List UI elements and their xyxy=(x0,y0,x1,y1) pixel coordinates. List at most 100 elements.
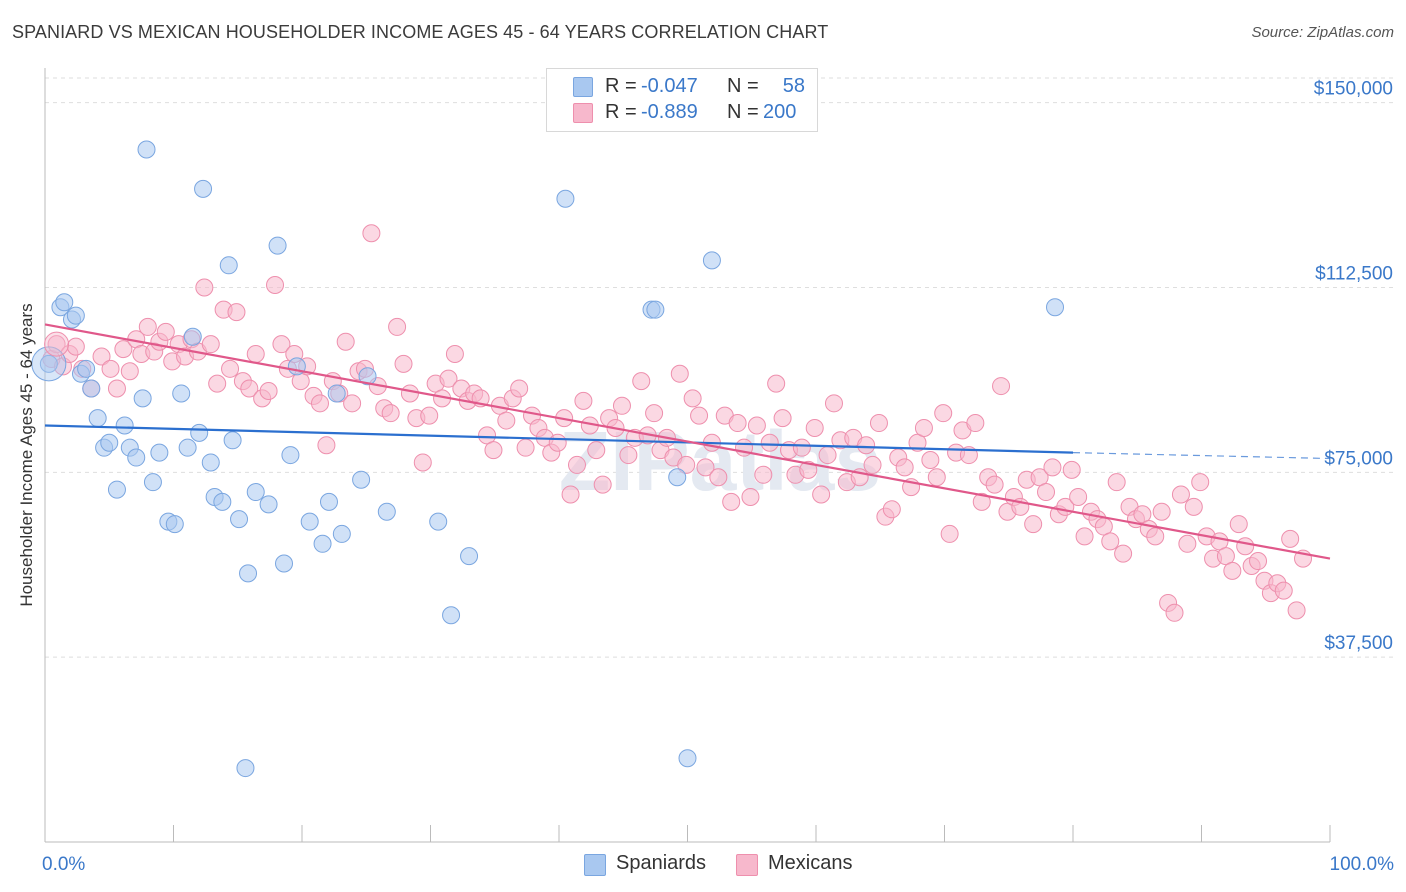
mexicans-point xyxy=(619,446,638,465)
mexicans-point xyxy=(805,418,824,437)
mexicans-point xyxy=(272,335,291,354)
axis-layer xyxy=(44,68,1331,843)
mexicans-point xyxy=(497,411,516,430)
spaniards-point-large xyxy=(31,346,67,382)
mexicans-point xyxy=(972,492,991,511)
chart-source: Source: ZipAtlas.com xyxy=(1251,24,1394,41)
spaniards-point xyxy=(150,443,169,462)
mexicans-point-large xyxy=(44,331,70,357)
bottom-legend-label: Mexicans xyxy=(768,852,853,874)
spaniards-point xyxy=(556,189,575,208)
spaniards-point xyxy=(230,510,249,529)
spaniards-point xyxy=(246,483,265,502)
mexicans-point xyxy=(1223,561,1242,580)
spaniards-point xyxy=(66,306,85,325)
mexicans-point xyxy=(587,441,606,460)
mexicans-point xyxy=(548,433,567,452)
mexicans-point xyxy=(208,374,227,393)
mexicans-point xyxy=(484,441,503,460)
spaniards-point xyxy=(239,564,258,583)
mexicans-point xyxy=(1037,483,1056,502)
mexicans-point xyxy=(767,374,786,393)
spaniards-point xyxy=(319,492,338,511)
mexicans-point xyxy=(362,224,381,243)
mexicans-point xyxy=(824,394,843,413)
spaniards-point xyxy=(213,492,232,511)
chart-title: SPANIARD VS MEXICAN HOUSEHOLDER INCOME A… xyxy=(12,22,829,42)
legend-r-label: R = xyxy=(605,101,637,123)
mexicans-point xyxy=(914,418,933,437)
mexicans-point xyxy=(567,455,586,474)
mexicans-point xyxy=(760,433,779,452)
mexicans-point xyxy=(1249,552,1268,571)
mexicans-point xyxy=(677,455,696,474)
spaniards-point xyxy=(178,438,197,457)
mexicans-point xyxy=(1069,487,1088,506)
spaniards-point xyxy=(127,448,146,467)
spaniards-point xyxy=(77,359,96,378)
mexicans-point xyxy=(690,406,709,425)
spaniards-point xyxy=(668,468,687,487)
mexicans-point xyxy=(561,485,580,504)
spaniards-point xyxy=(55,293,74,312)
mexicans-point xyxy=(1229,515,1248,534)
mexicans-point xyxy=(940,524,959,543)
spaniards-point xyxy=(194,179,213,198)
spaniards-point xyxy=(100,433,119,452)
y-tick-label: $75,000 xyxy=(1324,448,1393,469)
mexicans-point xyxy=(1274,581,1293,600)
spaniards-swatch xyxy=(584,854,606,876)
spaniards-point xyxy=(281,446,300,465)
legend-r-value: -0.047 xyxy=(641,75,698,97)
spaniards-point xyxy=(82,379,101,398)
mexicans-point xyxy=(1146,527,1165,546)
spaniards-point xyxy=(646,300,665,319)
legend-r-label: R = xyxy=(605,75,637,97)
points-layer xyxy=(31,140,1313,778)
spaniards-point xyxy=(219,256,238,275)
mexicans-point xyxy=(1191,473,1210,492)
spaniards-point xyxy=(201,453,220,472)
spaniards-point xyxy=(313,534,332,553)
mexicans-point xyxy=(317,436,336,455)
spaniards-point xyxy=(300,512,319,531)
mexicans-point xyxy=(246,345,265,364)
mexicans-point xyxy=(645,404,664,423)
trend-layer xyxy=(44,323,1331,560)
mexicans-point xyxy=(445,345,464,364)
spaniards-swatch xyxy=(573,77,593,97)
y-axis-label: Householder Income Ages 45 - 64 years xyxy=(17,303,36,606)
mexicans-point xyxy=(266,276,285,295)
spaniards-point xyxy=(115,416,134,435)
spaniards-point xyxy=(327,384,346,403)
spaniards-point xyxy=(377,502,396,521)
mexicans-point xyxy=(728,414,747,433)
spaniards-trend-extension xyxy=(1072,452,1331,460)
mexicans-point xyxy=(863,455,882,474)
spaniards-point xyxy=(460,547,479,566)
spaniards-point xyxy=(332,524,351,543)
mexicans-point xyxy=(1236,537,1255,556)
mexicans-point xyxy=(336,332,355,351)
mexicans-point xyxy=(741,487,760,506)
spaniards-point xyxy=(1046,298,1065,317)
mexicans-point xyxy=(1184,497,1203,516)
mexicans-point xyxy=(670,364,689,383)
x-tick-label: 100.0% xyxy=(1330,854,1395,875)
legend-n-value: 200 xyxy=(763,101,797,123)
mexicans-point xyxy=(510,379,529,398)
mexicans-point xyxy=(593,475,612,494)
spaniards-point xyxy=(143,473,162,492)
mexicans-point xyxy=(818,446,837,465)
spaniards-point xyxy=(268,236,287,255)
spaniards-point xyxy=(259,495,278,514)
spaniards-point xyxy=(352,470,371,489)
mexicans-trend-line xyxy=(44,323,1331,560)
mexicans-point xyxy=(1287,601,1306,620)
mexicans-point xyxy=(114,340,133,359)
mexicans-point xyxy=(259,381,278,400)
mexicans-point xyxy=(195,278,214,297)
mexicans-point xyxy=(101,359,120,378)
spaniards-point xyxy=(358,367,377,386)
mexicans-point xyxy=(722,492,741,511)
